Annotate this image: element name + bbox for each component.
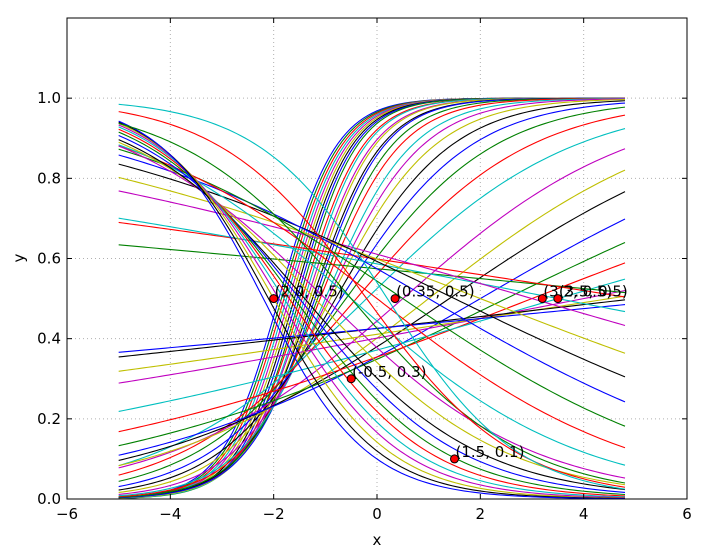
series-line	[118, 144, 626, 466]
series-line	[118, 120, 626, 500]
series-line	[118, 102, 626, 488]
series-line	[118, 139, 626, 491]
series-line	[118, 241, 626, 447]
curves	[118, 97, 626, 500]
series-line	[118, 278, 626, 412]
series-line	[118, 304, 626, 353]
data-point-label: (1.5, 0.1)	[456, 443, 525, 461]
series-line	[118, 98, 626, 495]
data-point-label: (-0.5, 0.3)	[352, 363, 426, 381]
x-tick-label: −6	[56, 505, 78, 523]
series-line	[118, 114, 626, 476]
data-point	[390, 294, 400, 304]
data-point-label: (3.5, 0.5)	[559, 283, 628, 301]
y-tick-label: 0.6	[37, 250, 61, 268]
data-points	[269, 294, 563, 464]
y-tick-label: 0.0	[37, 490, 61, 508]
data-point	[269, 294, 279, 304]
data-point-label: (0.35, 0.5)	[396, 283, 475, 301]
series-line	[118, 106, 626, 482]
series-line	[118, 290, 626, 384]
series-line	[118, 100, 626, 491]
series-line	[118, 124, 626, 499]
series-line	[118, 154, 626, 403]
data-point	[537, 294, 547, 304]
series-line	[118, 98, 626, 494]
series-line	[118, 122, 626, 499]
series-line	[118, 121, 626, 499]
series-line	[118, 122, 626, 484]
data-point	[450, 454, 459, 464]
series-line	[118, 221, 626, 298]
x-tick-label: −2	[263, 505, 285, 523]
series-line	[118, 97, 626, 498]
series-line	[118, 169, 626, 467]
x-tick-label: 4	[579, 505, 589, 523]
series-line	[118, 191, 626, 461]
data-point-label: (3.2, 0.5)	[543, 283, 612, 301]
series-line	[118, 176, 626, 354]
series-line	[118, 128, 626, 467]
series-line	[118, 218, 626, 456]
data-point	[346, 374, 356, 384]
x-tick-label: 2	[476, 505, 486, 523]
x-tick-label: 0	[372, 505, 382, 523]
y-tick-label: 0.2	[37, 410, 61, 428]
series-line	[118, 97, 626, 498]
ticks: −6 −4 −2 0 2 4 6 0.0 0.2 0.4 0.6 0.8 1.0	[37, 18, 692, 523]
series-line	[118, 103, 626, 490]
y-tick-label: 0.8	[37, 169, 61, 187]
series-line	[118, 98, 626, 497]
y-tick-label: 0.4	[37, 330, 61, 348]
x-tick-label: 6	[682, 505, 692, 523]
series-line	[118, 145, 626, 449]
x-axis-label: x	[373, 531, 382, 549]
data-point	[553, 294, 563, 304]
x-tick-label: −4	[159, 505, 181, 523]
y-axis-label: y	[10, 253, 28, 262]
point-labels: (2.0, 0.5) (0.35, 0.5) (-0.5, 0.3) (1.5, 0.…	[275, 283, 628, 461]
y-tick-label: 1.0	[37, 89, 61, 107]
data-point-label: (2.0, 0.5)	[275, 283, 344, 301]
